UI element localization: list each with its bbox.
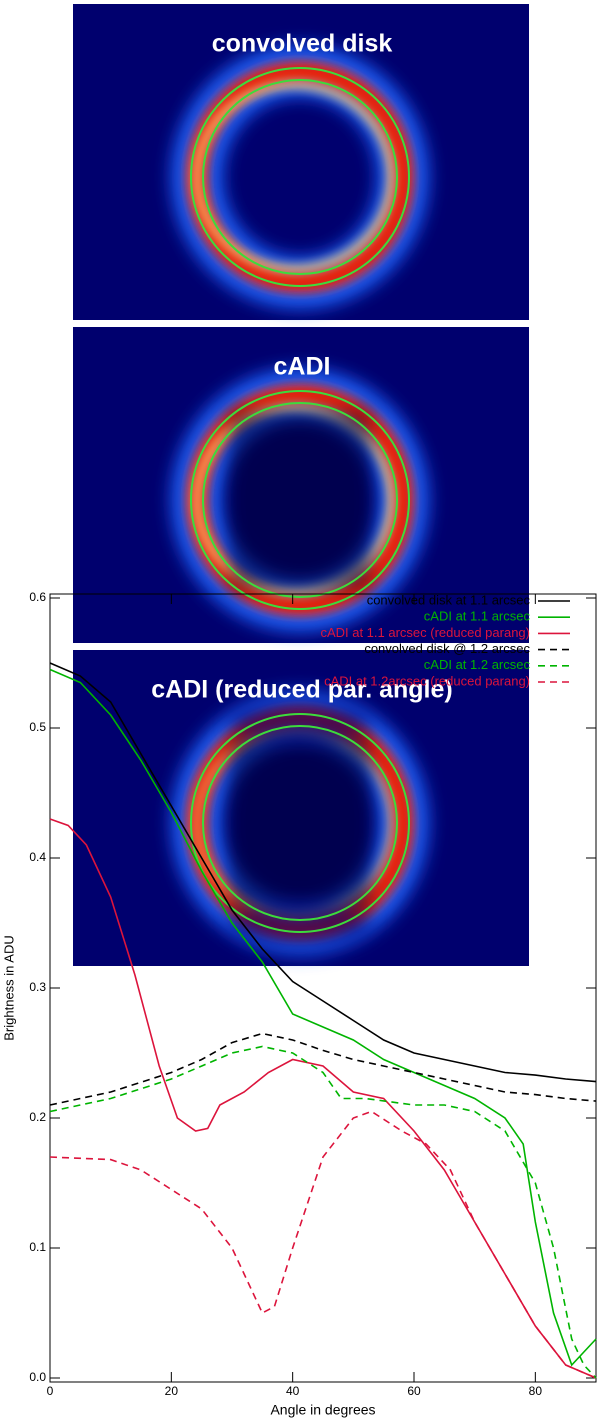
legend-label: convolved disk @ 1.2 arcsec — [364, 641, 530, 656]
inner-aperture — [202, 79, 398, 275]
panel-title: cADI — [274, 353, 331, 381]
y-tick-label: 0.5 — [29, 720, 46, 734]
y-tick-label: 0.2 — [29, 1110, 46, 1124]
outer-aperture — [190, 67, 410, 287]
legend-label: convolved disk at 1.1 arcsec — [367, 592, 531, 607]
inner-aperture — [202, 402, 398, 598]
glow-core — [193, 404, 395, 596]
x-tick-label: 80 — [529, 1384, 543, 1398]
glow-core — [193, 81, 395, 273]
x-tick-label: 0 — [47, 1384, 54, 1398]
x-tick-label: 20 — [165, 1384, 179, 1398]
legend-label: cADI at 1.1 arcsec — [424, 609, 531, 624]
legend-label: cADI at 1.2arcsec (reduced parang) — [324, 673, 530, 688]
subtraction-shadow — [230, 410, 370, 590]
x-tick-label: 40 — [286, 1384, 300, 1398]
y-tick-label: 0.1 — [29, 1240, 46, 1254]
data-line — [49, 1032, 597, 1106]
data-line — [49, 662, 597, 1083]
attenuation-top — [230, 701, 370, 745]
x-tick-label: 60 — [407, 1384, 421, 1398]
y-tick-label: 0.0 — [29, 1370, 46, 1384]
y-tick-label: 0.3 — [29, 980, 46, 994]
y-axis-label: Brightness in ADU — [1, 935, 16, 1041]
data-line — [49, 1045, 597, 1379]
y-tick-label: 0.6 — [29, 590, 46, 604]
panel-title: cADI (reduced par. angle) — [151, 676, 452, 704]
inner-aperture — [202, 725, 398, 921]
y-tick-label: 0.4 — [29, 850, 46, 864]
image-panel: cADI — [73, 327, 529, 643]
image-panel: cADI (reduced par. angle) — [73, 650, 529, 966]
outer-aperture — [190, 713, 410, 933]
subtraction-shadow — [230, 733, 370, 913]
panel-title: convolved disk — [212, 30, 393, 58]
data-line — [49, 1110, 597, 1379]
image-panel: convolved disk — [73, 4, 529, 320]
legend-label: cADI at 1.2 arcsec — [424, 657, 531, 672]
x-axis-label: Angle in degrees — [270, 1402, 375, 1418]
data-line — [49, 668, 597, 1367]
legend-label: cADI at 1.1 arcsec (reduced parang) — [320, 625, 530, 640]
attenuation-bottom — [230, 901, 370, 945]
outer-aperture — [190, 390, 410, 610]
